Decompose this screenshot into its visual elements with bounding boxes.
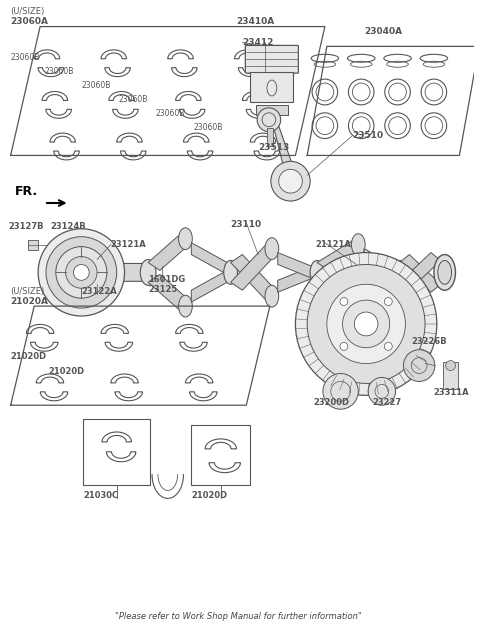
Polygon shape bbox=[262, 118, 295, 175]
Text: 21020A: 21020A bbox=[11, 297, 48, 306]
Circle shape bbox=[340, 297, 348, 306]
Text: 23311A: 23311A bbox=[433, 388, 468, 398]
Circle shape bbox=[340, 342, 348, 351]
Circle shape bbox=[295, 252, 437, 396]
Polygon shape bbox=[278, 252, 317, 280]
Text: 23510: 23510 bbox=[352, 131, 384, 139]
Circle shape bbox=[327, 284, 406, 363]
Ellipse shape bbox=[224, 261, 238, 284]
Text: 23060B: 23060B bbox=[156, 109, 185, 118]
Ellipse shape bbox=[265, 238, 279, 259]
Ellipse shape bbox=[351, 234, 365, 256]
Circle shape bbox=[323, 373, 358, 409]
Text: 23127B: 23127B bbox=[9, 222, 44, 231]
Bar bbox=[192, 425, 250, 484]
Circle shape bbox=[271, 162, 310, 201]
Circle shape bbox=[279, 169, 302, 193]
Polygon shape bbox=[399, 255, 441, 292]
FancyBboxPatch shape bbox=[118, 264, 147, 281]
Ellipse shape bbox=[179, 228, 192, 250]
Text: 23125: 23125 bbox=[148, 285, 178, 294]
Text: 23060A: 23060A bbox=[11, 16, 48, 25]
Circle shape bbox=[404, 350, 435, 382]
Polygon shape bbox=[148, 275, 192, 310]
Text: 23227: 23227 bbox=[372, 398, 401, 407]
Circle shape bbox=[384, 297, 392, 306]
Polygon shape bbox=[364, 264, 399, 296]
Text: 23060B: 23060B bbox=[193, 122, 223, 132]
Bar bbox=[267, 127, 273, 146]
Text: 23226B: 23226B bbox=[411, 337, 447, 346]
Text: 23060B: 23060B bbox=[119, 95, 148, 104]
Bar bbox=[443, 361, 458, 389]
Polygon shape bbox=[399, 252, 441, 290]
Circle shape bbox=[73, 264, 89, 280]
Ellipse shape bbox=[310, 261, 324, 284]
Text: 23513: 23513 bbox=[258, 143, 289, 152]
Text: 23060B: 23060B bbox=[81, 81, 111, 90]
Text: 23110: 23110 bbox=[230, 220, 262, 229]
Polygon shape bbox=[148, 235, 192, 271]
Circle shape bbox=[343, 300, 390, 347]
Circle shape bbox=[66, 257, 97, 288]
Circle shape bbox=[307, 264, 425, 384]
Bar bbox=[28, 240, 38, 250]
Text: 23412: 23412 bbox=[242, 39, 274, 48]
Text: 23060B: 23060B bbox=[11, 53, 40, 62]
Polygon shape bbox=[230, 245, 278, 290]
Ellipse shape bbox=[351, 289, 365, 311]
Text: 23040A: 23040A bbox=[364, 27, 402, 36]
Ellipse shape bbox=[179, 295, 192, 317]
Text: 23122A: 23122A bbox=[81, 287, 117, 296]
Circle shape bbox=[384, 342, 392, 351]
Polygon shape bbox=[230, 255, 278, 300]
Polygon shape bbox=[192, 268, 230, 302]
Circle shape bbox=[354, 312, 378, 336]
Circle shape bbox=[445, 361, 456, 370]
Polygon shape bbox=[317, 241, 364, 271]
Text: 23060B: 23060B bbox=[44, 67, 73, 76]
Bar bbox=[250, 72, 293, 102]
Text: FR.: FR. bbox=[14, 185, 38, 198]
Ellipse shape bbox=[393, 261, 407, 284]
FancyBboxPatch shape bbox=[245, 46, 299, 73]
Ellipse shape bbox=[434, 255, 456, 290]
Circle shape bbox=[368, 377, 396, 405]
Polygon shape bbox=[192, 243, 230, 276]
Text: 23124B: 23124B bbox=[50, 222, 85, 231]
Ellipse shape bbox=[438, 261, 452, 284]
Circle shape bbox=[38, 229, 124, 316]
Text: 21020D: 21020D bbox=[11, 352, 47, 361]
Bar bbox=[256, 105, 288, 115]
Bar bbox=[84, 419, 150, 484]
Text: 21030C: 21030C bbox=[84, 491, 119, 500]
Polygon shape bbox=[317, 275, 364, 304]
Text: 23200D: 23200D bbox=[313, 398, 349, 407]
Text: 21020D: 21020D bbox=[48, 366, 84, 375]
Text: 21121A: 21121A bbox=[315, 240, 351, 249]
Polygon shape bbox=[278, 264, 317, 292]
Ellipse shape bbox=[265, 285, 279, 307]
Circle shape bbox=[56, 247, 107, 298]
Circle shape bbox=[46, 236, 117, 308]
Text: 21020D: 21020D bbox=[192, 491, 228, 500]
Text: (U/SIZE): (U/SIZE) bbox=[11, 7, 45, 16]
Text: 1601DG: 1601DG bbox=[148, 275, 185, 284]
Circle shape bbox=[257, 108, 281, 132]
Text: 23121A: 23121A bbox=[111, 240, 146, 249]
Polygon shape bbox=[364, 249, 399, 280]
Text: 23410A: 23410A bbox=[237, 16, 275, 25]
Text: (U/SIZE): (U/SIZE) bbox=[11, 287, 45, 296]
Ellipse shape bbox=[140, 259, 156, 285]
Text: "Please refer to Work Shop Manual for further information": "Please refer to Work Shop Manual for fu… bbox=[115, 612, 362, 621]
